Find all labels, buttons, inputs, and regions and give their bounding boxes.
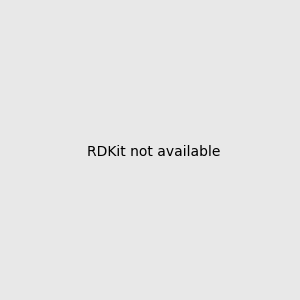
Text: RDKit not available: RDKit not available	[87, 145, 220, 158]
